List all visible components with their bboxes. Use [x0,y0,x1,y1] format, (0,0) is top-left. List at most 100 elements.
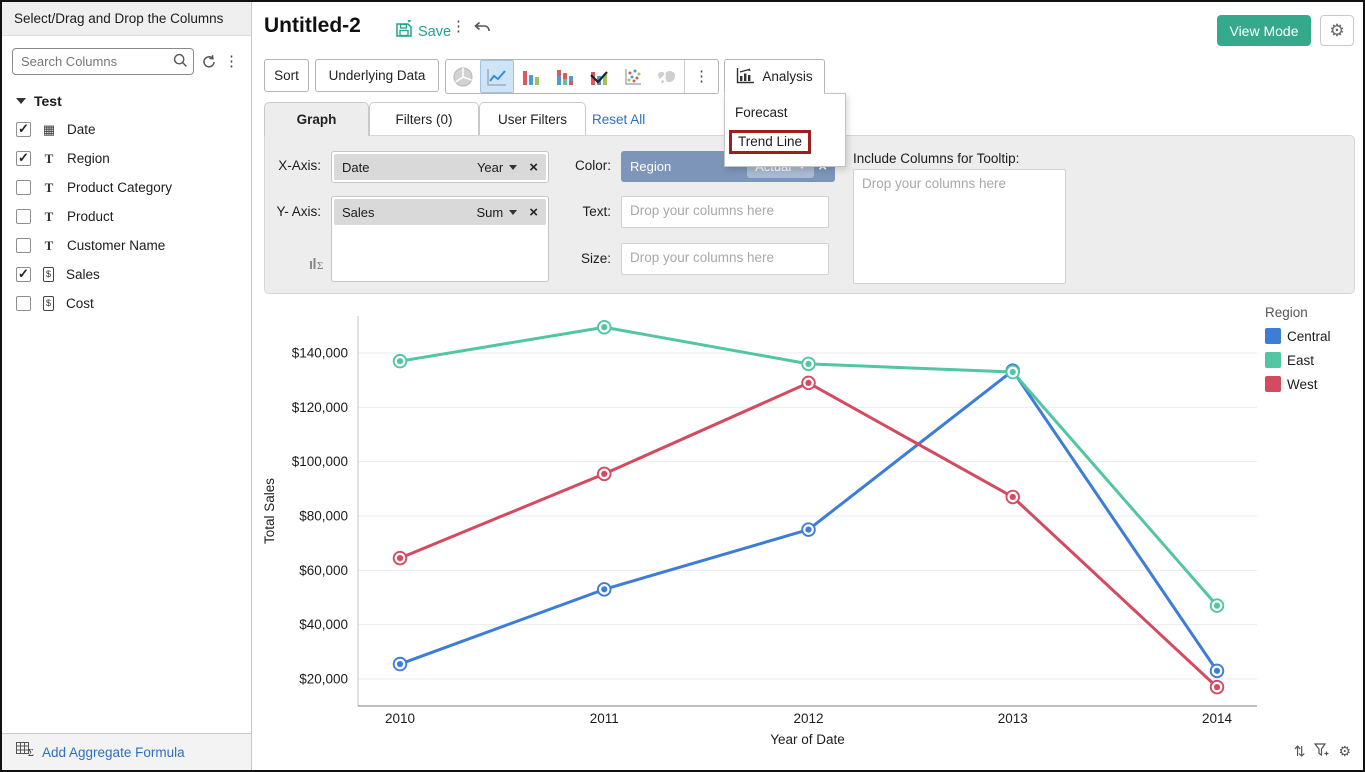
pie-chart-icon[interactable] [446,60,480,93]
remove-field-icon[interactable]: × [529,203,538,221]
legend-item-west[interactable]: West [1265,376,1331,392]
field-name: Date [342,159,370,175]
svg-text:$140,000: $140,000 [292,346,348,361]
chart-corner-toolbar: ⇅ ⚙ [1294,743,1351,760]
stacked-bar-chart-icon[interactable] [548,60,582,93]
svg-text:$20,000: $20,000 [299,672,348,687]
size-drop-zone[interactable]: Drop your columns here [621,243,829,275]
checkbox[interactable] [16,266,31,282]
column-row-product[interactable]: T Product [2,202,251,231]
tab-graph[interactable]: Graph [264,102,369,136]
save-label: Save [418,23,452,40]
checkbox[interactable] [16,209,31,224]
filter-add-icon[interactable] [1314,743,1329,760]
y-axis-label: Y- Axis: [276,204,321,219]
column-row-product-category[interactable]: T Product Category [2,173,251,202]
line-chart[interactable]: $20,000 $40,000 $60,000 $80,000 $100,000 $120… [252,302,1365,764]
remove-field-icon[interactable]: × [529,158,538,176]
table-tree-root[interactable]: Test [2,81,251,113]
column-label: Cost [66,296,94,311]
chart-settings-gear-icon[interactable]: ⚙ [1338,743,1351,759]
gear-icon: ⚙ [1329,20,1345,40]
bar-chart-icon[interactable] [514,60,548,93]
text-field-icon: T [44,150,54,166]
sidebar-more-menu-icon[interactable]: ⋮ [224,53,239,70]
scatter-chart-icon[interactable] [616,60,650,93]
column-row-cost[interactable]: $ Cost [2,289,251,318]
sort-button[interactable]: Sort [264,59,309,92]
view-mode-button[interactable]: View Mode [1217,15,1311,46]
x-axis-field-pill[interactable]: Date Year × [334,154,546,180]
aggregate-value: Sum [476,204,504,220]
checkbox[interactable] [16,238,31,253]
chevron-down-icon [509,209,518,215]
legend-item-east[interactable]: East [1265,352,1331,368]
checkbox[interactable] [16,121,31,137]
analysis-icon [736,67,755,87]
undo-icon[interactable] [473,20,491,37]
report-title: Untitled-2 [264,14,361,37]
y-axis-aggregate-select[interactable]: Sum [477,205,526,220]
map-chart-icon[interactable] [650,60,684,93]
settings-button[interactable]: ⚙ [1320,15,1354,46]
checkbox[interactable] [16,150,31,166]
column-row-region[interactable]: T Region [2,144,251,173]
reset-all-link[interactable]: Reset All [592,112,646,127]
tooltip-drop-zone[interactable]: Drop your columns here [853,169,1066,284]
shelf-panel: X-Axis: Date Year × Y- Axis: Sales Sum [264,135,1355,294]
text-field-icon: T [44,208,54,224]
search-icon [173,53,188,73]
refresh-icon[interactable] [201,54,217,70]
column-row-customer-name[interactable]: T Customer Name [2,231,251,260]
chevron-down-icon [509,164,518,170]
text-field-icon: T [44,237,54,253]
checkbox[interactable] [16,296,31,311]
text-drop-zone[interactable]: Drop your columns here [621,196,829,228]
checkbox[interactable] [16,180,31,195]
text-label: Text: [582,204,611,219]
line-chart-icon[interactable] [480,60,514,93]
column-label: Region [67,151,110,166]
legend-label: West [1287,376,1318,392]
x-axis-aggregate-select[interactable]: Year [477,160,525,175]
analysis-dropdown-button[interactable]: Analysis [724,59,825,94]
add-aggregate-formula-link[interactable]: Add Aggregate Formula [42,744,185,760]
svg-text:Year of Date: Year of Date [770,732,845,747]
field-name: Sales [342,204,375,220]
sigma-bars-icon[interactable]: Σ [309,256,325,274]
svg-text:Σ: Σ [28,748,34,757]
sort-order-icon[interactable]: ⇅ [1293,743,1306,759]
column-label: Product [67,209,114,224]
header-more-menu-icon[interactable]: ⋮ [451,18,466,35]
column-row-date[interactable]: ▦ Date [2,115,251,144]
color-label: Color: [574,158,611,173]
svg-text:Total Sales: Total Sales [262,478,277,544]
column-label: Sales [66,267,100,282]
tooltip-columns-label: Include Columns for Tooltip: [853,151,1020,166]
menu-item-forecast[interactable]: Forecast [735,105,788,120]
sidebar-footer: Σ Add Aggregate Formula [2,733,251,770]
save-button[interactable]: * Save [395,18,452,43]
currency-field-icon: $ [43,296,54,311]
svg-text:*: * [408,20,412,28]
legend-item-central[interactable]: Central [1265,328,1331,344]
svg-text:2013: 2013 [998,711,1028,726]
menu-item-trend-line[interactable]: Trend Line [725,125,845,159]
column-row-sales[interactable]: $ Sales [2,260,251,289]
trend-line-highlight-box: Trend Line [729,130,812,154]
currency-field-icon: $ [43,267,54,282]
legend-label: East [1287,352,1315,368]
chart-type-toolbar: ⋮ [445,59,719,94]
y-axis-field-pill[interactable]: Sales Sum × [334,199,546,225]
columns-sidebar: Select/Drag and Drop the Columns ⋮ Test … [2,2,252,770]
more-chart-types-icon[interactable]: ⋮ [684,60,718,93]
field-name: Region [630,159,672,174]
combo-chart-icon[interactable] [582,60,616,93]
underlying-data-button[interactable]: Underlying Data [315,59,439,92]
tab-user-filters[interactable]: User Filters [479,102,586,136]
main-area: Untitled-2 * Save ⋮ View Mode ⚙ Sort Und… [252,2,1365,770]
legend-label: Central [1287,328,1331,344]
tab-filters[interactable]: Filters (0) [369,102,479,136]
search-columns-input[interactable] [12,48,194,75]
